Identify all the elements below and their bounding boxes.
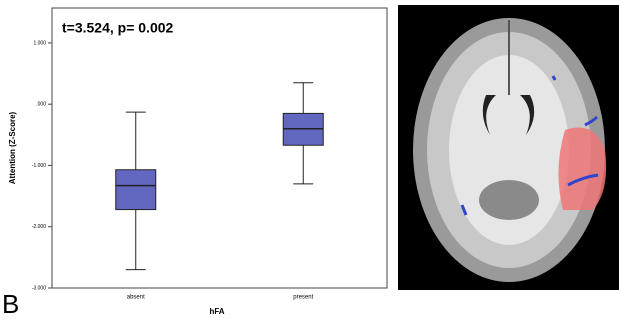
panel-label: B bbox=[2, 289, 19, 319]
plot-frame bbox=[51, 7, 388, 289]
y-tick-label: -3.000 bbox=[32, 285, 46, 291]
x-tick-label: present bbox=[293, 295, 313, 301]
box bbox=[115, 169, 157, 211]
y-axis-label: Attention (Z-Score) bbox=[8, 111, 17, 184]
y-tick-label: -2.000 bbox=[32, 224, 46, 230]
y-tick-label: .000 bbox=[36, 102, 46, 108]
y-tick-label: -1.000 bbox=[32, 163, 46, 169]
brain-image bbox=[398, 5, 619, 290]
y-tick-label: 1.000 bbox=[33, 40, 46, 46]
x-tick-label: absent bbox=[127, 295, 145, 301]
x-axis-label: hFA bbox=[209, 307, 224, 316]
annotation: t=3.524, p= 0.002 bbox=[62, 20, 174, 36]
